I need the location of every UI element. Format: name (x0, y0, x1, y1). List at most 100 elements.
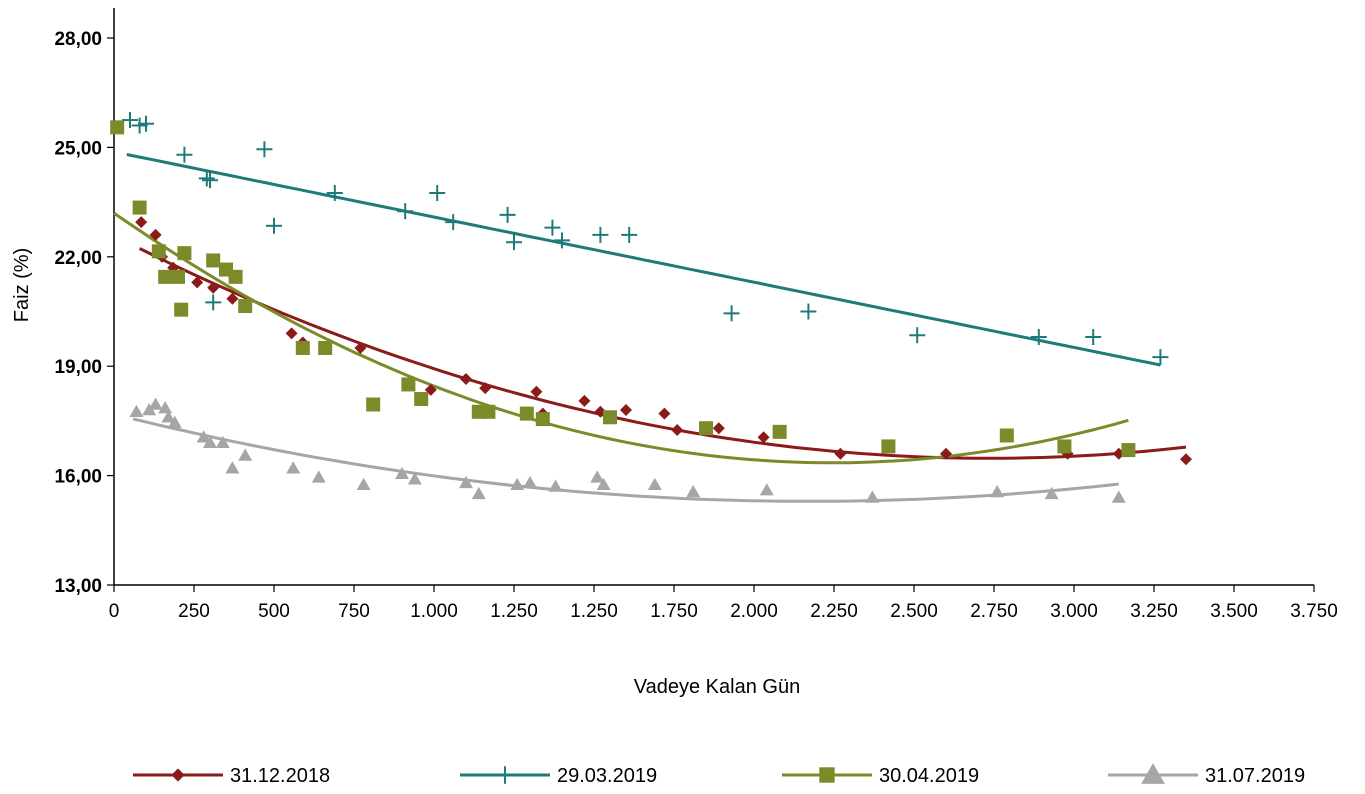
data-point-31-12-2018 (1180, 453, 1192, 466)
data-point-29-03-2019 (176, 146, 193, 163)
data-point-31-12-2018 (620, 403, 632, 416)
y-tick-label: 28,00 (54, 29, 102, 50)
data-point-30-04-2019 (1057, 439, 1072, 454)
data-point-31-12-2018 (354, 341, 367, 354)
data-point-30-04-2019 (401, 377, 416, 392)
legend-label: 30.04.2019 (879, 765, 979, 787)
trend-layer (113, 153, 1187, 503)
data-point-31-07-2019 (407, 472, 422, 485)
data-point-30-04-2019 (110, 120, 125, 135)
data-point-31-07-2019 (686, 485, 701, 498)
data-point-31-12-2018 (671, 424, 684, 437)
data-point-30-04-2019 (699, 421, 713, 436)
legend: 31.12.2018 29.03.2019 30.04.2019 31.07.2019 (133, 763, 1305, 787)
x-tick-label: 1.250 (490, 601, 538, 622)
y-tick-label: 13,00 (54, 576, 102, 597)
data-point-30-04-2019 (206, 253, 221, 268)
data-point-30-04-2019 (171, 269, 185, 284)
data-point-30-04-2019 (366, 397, 381, 412)
x-tick-label: 1.250 (570, 601, 618, 622)
data-point-31-12-2018 (149, 228, 162, 241)
legend-marker (819, 767, 835, 783)
data-point-30-04-2019 (535, 412, 550, 427)
data-point-29-03-2019 (1085, 329, 1102, 346)
data-point-30-04-2019 (999, 428, 1014, 443)
data-point-31-07-2019 (225, 461, 240, 474)
data-point-29-03-2019 (138, 115, 154, 132)
data-point-31-07-2019 (596, 477, 611, 490)
data-point-29-03-2019 (205, 294, 222, 311)
legend-marker (171, 768, 185, 782)
legend-item-30-04-2019: 30.04.2019 (782, 765, 979, 787)
trendline-31-07-2019 (132, 417, 1119, 503)
data-point-31-07-2019 (647, 477, 662, 490)
data-point-31-07-2019 (167, 415, 182, 428)
data-point-29-03-2019 (326, 184, 343, 201)
data-point-29-03-2019 (554, 232, 570, 249)
data-point-30-04-2019 (881, 439, 896, 454)
x-tick-label: 750 (338, 601, 370, 622)
legend-label: 31.07.2019 (1205, 765, 1305, 787)
y-tick-label: 25,00 (54, 138, 102, 159)
data-point-29-03-2019 (256, 141, 273, 158)
data-point-31-12-2018 (226, 292, 239, 305)
data-point-31-07-2019 (238, 448, 253, 461)
x-tick-label: 3.250 (1130, 601, 1178, 622)
data-point-31-07-2019 (161, 410, 176, 423)
data-point-30-04-2019 (481, 404, 496, 419)
data-point-31-07-2019 (548, 479, 563, 492)
data-point-31-12-2018 (712, 422, 725, 435)
x-tick-label: 2.500 (890, 601, 938, 622)
data-point-31-07-2019 (129, 404, 144, 418)
data-point-31-07-2019 (1044, 486, 1059, 500)
data-point-30-04-2019 (132, 200, 147, 215)
data-point-29-03-2019 (198, 170, 215, 187)
y-tick-label: 22,00 (54, 248, 102, 269)
data-point-31-07-2019 (311, 470, 326, 483)
y-axis-title: Faiz (%) (11, 248, 33, 322)
legend-label: 29.03.2019 (557, 765, 657, 787)
data-point-31-12-2018 (207, 281, 220, 294)
data-point-29-03-2019 (266, 217, 282, 234)
data-point-31-12-2018 (530, 385, 543, 398)
data-point-29-03-2019 (506, 234, 522, 251)
x-tick-label: 2.250 (810, 601, 858, 622)
x-tick-label: 2.000 (730, 601, 778, 622)
y-tick-label: 16,00 (54, 467, 102, 488)
x-tick-label: 1.000 (410, 601, 458, 622)
data-point-31-12-2018 (834, 447, 847, 460)
data-point-29-03-2019 (909, 327, 926, 344)
axes-layer: 13,00 16,00 19,00 22,00 25,00 28,00 0 250 500 750… (54, 8, 1338, 622)
data-point-31-12-2018 (757, 431, 770, 444)
data-point-30-04-2019 (177, 246, 192, 261)
data-point-30-04-2019 (1121, 443, 1136, 458)
data-point-29-03-2019 (429, 184, 446, 201)
data-point-31-07-2019 (196, 430, 211, 443)
x-tick-label: 0 (109, 601, 120, 622)
legend-item-31-12-2018: 31.12.2018 (133, 765, 330, 787)
data-point-31-07-2019 (215, 435, 230, 449)
data-point-31-07-2019 (395, 466, 409, 480)
x-axis-title: Vadeye Kalan Gün (634, 676, 800, 698)
data-point-29-03-2019 (445, 214, 462, 231)
x-tick-label: 500 (258, 601, 290, 622)
data-point-31-07-2019 (148, 397, 163, 410)
data-point-30-04-2019 (519, 406, 534, 421)
x-tick-label: 3.750 (1290, 601, 1338, 622)
legend-marker (1141, 763, 1165, 784)
data-point-29-03-2019 (544, 219, 561, 236)
legend-item-29-03-2019: 29.03.2019 (460, 765, 657, 787)
data-point-29-03-2019 (1152, 349, 1169, 366)
data-point-29-03-2019 (397, 203, 414, 220)
data-point-29-03-2019 (202, 172, 218, 189)
data-point-31-07-2019 (356, 477, 371, 490)
x-tick-label: 3.000 (1050, 601, 1098, 622)
data-point-29-03-2019 (800, 303, 817, 320)
data-point-29-03-2019 (122, 112, 138, 129)
data-point-31-12-2018 (191, 276, 204, 289)
x-tick-label: 250 (178, 601, 210, 622)
data-point-31-12-2018 (135, 216, 148, 229)
marker-layer (110, 112, 1192, 503)
